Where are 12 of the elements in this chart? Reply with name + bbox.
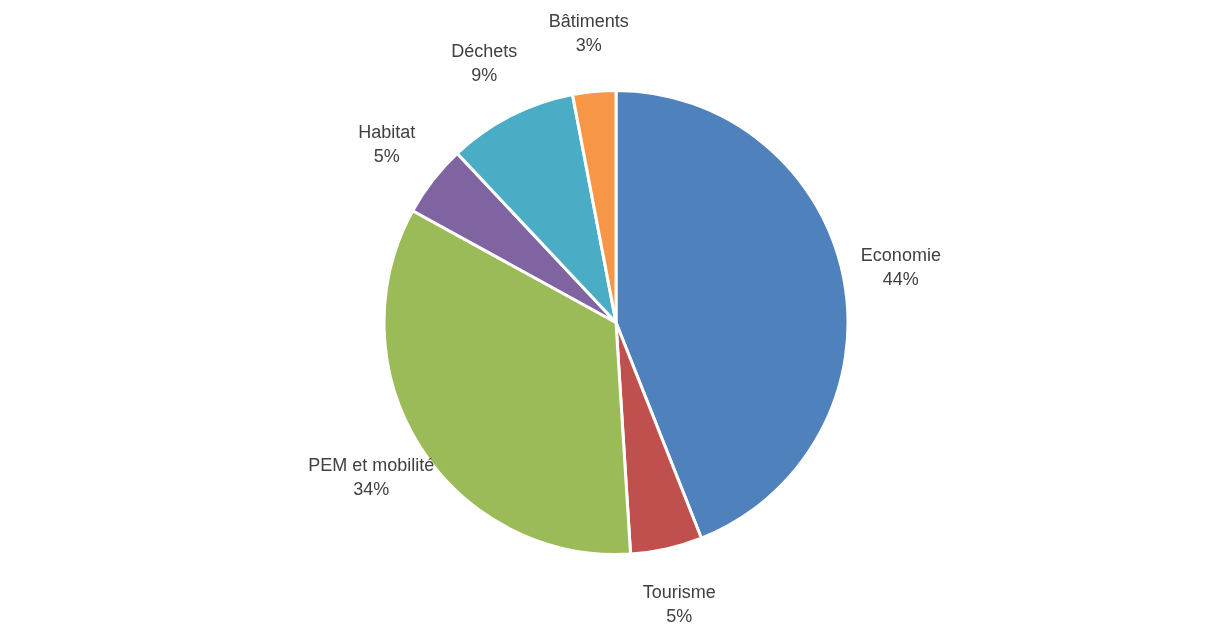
data-label: 3% — [575, 34, 602, 55]
slice-label: Habitat — [358, 121, 416, 142]
slice-label: PEM et mobilité — [308, 454, 435, 475]
slice-label: Tourisme — [642, 582, 716, 603]
slice-label: Economie — [860, 245, 941, 266]
slice-label: Déchets — [451, 41, 518, 62]
data-label: 44% — [882, 269, 919, 290]
data-label: 34% — [353, 478, 390, 499]
data-label: 9% — [471, 65, 498, 86]
data-label: 5% — [373, 145, 400, 166]
slice-label: Bâtiments — [548, 10, 629, 31]
data-label: 5% — [666, 606, 693, 627]
